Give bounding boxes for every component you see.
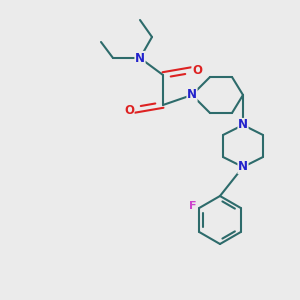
Text: N: N bbox=[238, 118, 248, 131]
Text: O: O bbox=[124, 103, 134, 116]
Text: F: F bbox=[190, 201, 197, 211]
Text: N: N bbox=[187, 88, 197, 101]
Text: N: N bbox=[135, 52, 145, 64]
Text: O: O bbox=[192, 64, 202, 76]
Text: N: N bbox=[238, 160, 248, 173]
